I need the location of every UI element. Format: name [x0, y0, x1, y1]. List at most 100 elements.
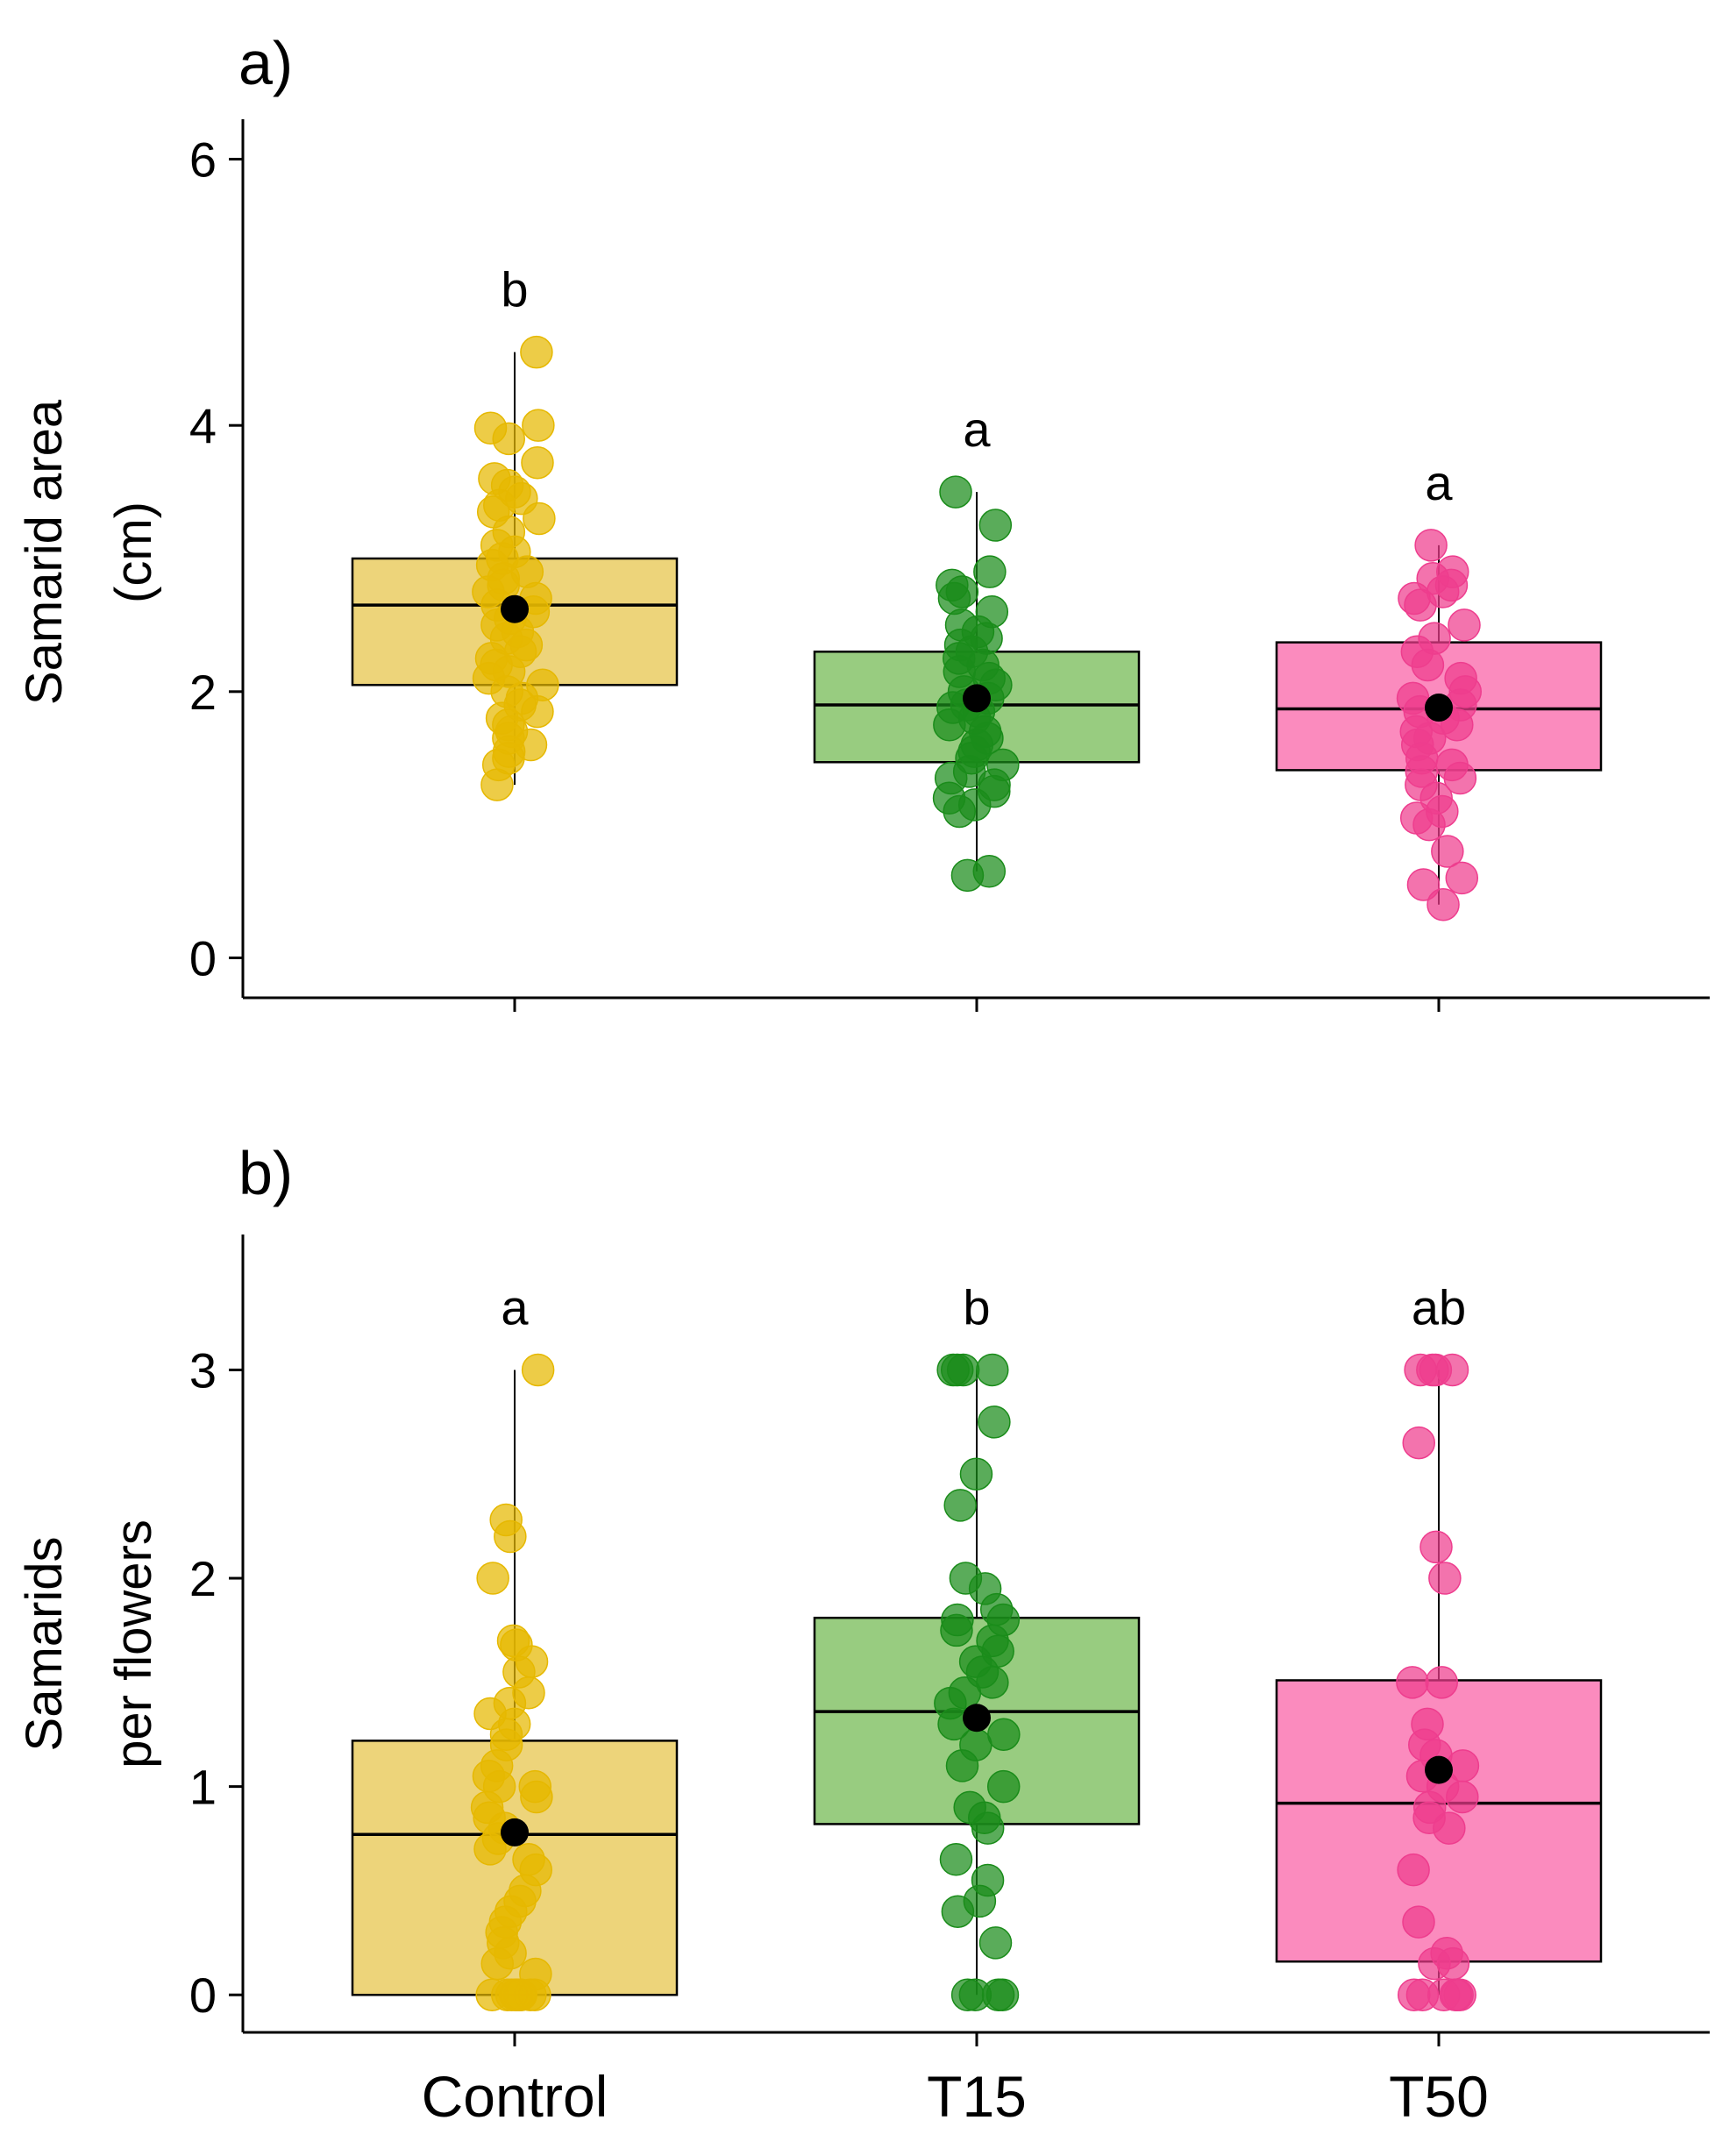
mean-marker [501, 594, 529, 623]
data-point [1427, 887, 1460, 921]
data-point [978, 1405, 1011, 1439]
data-point [971, 1811, 1005, 1845]
significance-letter: a [963, 402, 991, 457]
data-point [1446, 1780, 1479, 1814]
data-point [494, 1519, 527, 1554]
significance-letter: a [1425, 455, 1453, 510]
data-point [1406, 868, 1441, 901]
data-point [1411, 648, 1445, 682]
data-point [473, 1832, 507, 1866]
data-point [987, 1718, 1021, 1751]
panel-b-ylabel-line2: per flowers [105, 1519, 162, 1768]
panel-a-label: a) [238, 29, 293, 97]
data-point [1445, 861, 1479, 895]
panel-a-y-ticks: 0 2 4 6 [189, 132, 243, 985]
data-point [500, 1978, 534, 2011]
data-point [986, 1769, 1021, 1804]
y-tick-label: 2 [189, 665, 217, 720]
y-tick-label: 3 [189, 1342, 217, 1398]
y-tick-label: 0 [189, 1967, 217, 2023]
panel-a-ylabel: Samarid area (cm) [16, 399, 162, 705]
group-t50: a [1275, 455, 1603, 921]
panel-b-x-ticks: Control T15 T50 [422, 2032, 1489, 2129]
panel-a-ylabel-line1: Samarid area [16, 399, 73, 705]
data-point [1419, 1530, 1453, 1564]
y-tick-label: 1 [189, 1760, 217, 1815]
significance-letter: b [963, 1279, 990, 1334]
panel-b-label: b) [238, 1139, 293, 1207]
mean-marker [1425, 1755, 1453, 1784]
group-control: b [351, 262, 679, 801]
data-point [933, 708, 966, 742]
data-point [1441, 1978, 1474, 2011]
data-point [523, 502, 556, 536]
data-point [976, 1353, 1009, 1387]
data-point [959, 1457, 993, 1491]
data-point [943, 1489, 977, 1522]
data-point [492, 422, 525, 456]
data-point [480, 768, 514, 801]
data-point [1402, 1426, 1435, 1460]
data-point [939, 475, 972, 509]
data-point [945, 1749, 979, 1782]
data-point [1425, 1666, 1459, 1699]
data-point [1428, 1562, 1462, 1595]
data-point [976, 1666, 1009, 1699]
mean-marker [1425, 694, 1453, 722]
panel-b: b) Samarids per flowers 0 1 2 3 Control T15 T… [16, 1139, 1710, 2129]
y-tick-label: 4 [189, 398, 217, 453]
y-tick-label: 2 [189, 1551, 217, 1606]
data-point [1412, 808, 1446, 842]
mean-marker [963, 684, 991, 713]
data-point [1398, 1978, 1431, 2011]
data-point [940, 1613, 973, 1647]
data-point [522, 409, 555, 442]
data-point [1433, 1811, 1466, 1845]
significance-letter: ab [1412, 1279, 1466, 1334]
data-point [941, 1895, 975, 1928]
data-point [1414, 529, 1448, 562]
panel-a-plot-area: b a a [351, 262, 1603, 921]
data-point [978, 509, 1013, 542]
panel-b-plot-area: a b ab [351, 1279, 1603, 2011]
data-point [1404, 588, 1437, 622]
data-point [973, 555, 1007, 588]
y-tick-label: 6 [189, 132, 217, 188]
data-point [936, 1353, 970, 1387]
y-tick-label: 0 [189, 930, 217, 985]
panel-a-ylabel-line2: (cm) [105, 502, 162, 603]
data-point [521, 694, 554, 729]
data-point [1443, 761, 1477, 795]
data-point [1431, 835, 1464, 868]
data-point [1397, 1853, 1430, 1887]
x-tick-label: Control [422, 2064, 608, 2129]
data-point [950, 1978, 985, 2011]
data-point [1419, 1353, 1453, 1387]
panel-a-x-ticks [513, 998, 1441, 1012]
data-point [1448, 608, 1481, 642]
data-point [1418, 1946, 1451, 1981]
group-control: a [351, 1279, 679, 2011]
group-t15: a [813, 402, 1141, 893]
data-point [1396, 1666, 1429, 1699]
panel-a: a) Samarid area (cm) 0 2 4 6 b a a [16, 29, 1710, 1012]
mean-marker [963, 1704, 991, 1733]
data-point [521, 445, 554, 480]
significance-letter: b [501, 262, 528, 317]
data-point [480, 1946, 514, 1981]
data-point [943, 794, 976, 829]
data-point [978, 1926, 1013, 1960]
mean-marker [501, 1818, 529, 1846]
x-tick-label: T50 [1389, 2064, 1489, 2129]
panel-b-y-ticks: 0 1 2 3 [189, 1342, 243, 2023]
data-point [520, 1780, 553, 1814]
x-tick-label: T15 [927, 2064, 1027, 2129]
data-point [950, 858, 985, 893]
data-point [1402, 1905, 1435, 1939]
group-t15: b [813, 1279, 1141, 2011]
significance-letter: a [501, 1279, 529, 1334]
group-t50: ab [1275, 1279, 1603, 2011]
data-point [476, 1562, 509, 1595]
data-point [520, 335, 553, 369]
